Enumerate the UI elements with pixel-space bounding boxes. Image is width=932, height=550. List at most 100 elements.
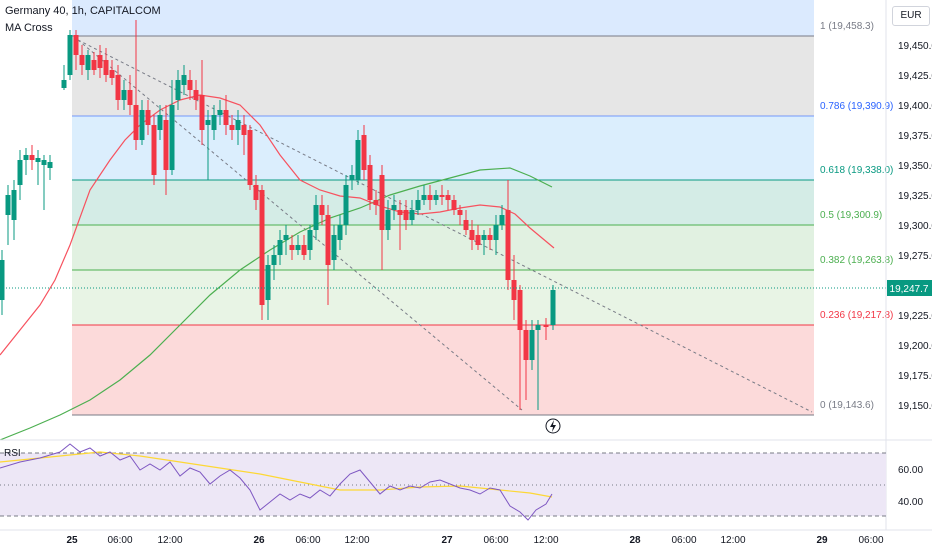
price-tick-label: 19,325.0 — [898, 191, 932, 202]
candle-down — [463, 210, 469, 235]
candle-down — [109, 60, 115, 85]
symbol-title[interactable]: Germany 40, 1h, CAPITALCOM — [5, 5, 161, 17]
candle-down — [163, 105, 169, 195]
price-tick-label: 19,400.0 — [898, 101, 932, 112]
candle-up — [47, 155, 53, 180]
lightning-icon[interactable] — [545, 418, 561, 434]
candle-down — [145, 100, 151, 135]
time-tick-label: 27 — [441, 535, 453, 546]
candle-down — [133, 20, 139, 150]
time-axis[interactable]: 25 06:00 12:00 26 06:00 12:00 27 06:00 12:00 28 06… — [66, 535, 884, 546]
time-tick-label: 12:00 — [720, 535, 745, 546]
candle-down — [475, 225, 481, 250]
candle-down — [259, 185, 265, 320]
candle-up — [235, 110, 241, 145]
ma-slow-line — [0, 167, 553, 441]
candle-up — [343, 175, 349, 235]
candle-down — [505, 180, 511, 290]
candle-up — [481, 230, 487, 255]
candle-up — [409, 200, 415, 225]
candle-up — [535, 320, 541, 410]
candle-down — [193, 80, 199, 110]
candle-down — [373, 190, 379, 215]
rsi-line — [0, 443, 553, 521]
candle-up — [499, 205, 505, 230]
trend-line-2[interactable] — [77, 39, 523, 411]
time-tick-label: 25 — [66, 535, 78, 546]
candle-down — [199, 60, 205, 145]
rsi-ma-line — [0, 451, 553, 498]
candle-down — [223, 95, 229, 135]
candle-down — [247, 125, 253, 190]
price-tick-label: 19,150.0 — [898, 401, 932, 412]
fib-level-label: 0.236 (19,217.8) — [820, 310, 893, 321]
last-price-text: 19,247.7 — [890, 284, 929, 295]
fib-zone-0382-0236 — [72, 270, 814, 325]
candle-up — [415, 190, 421, 215]
price-tick-label: 19,175.0 — [898, 371, 932, 382]
indicator-label[interactable]: MA Cross — [5, 22, 53, 34]
candle-up — [331, 225, 337, 270]
candle-down — [187, 70, 193, 100]
rsi-tick-label: 40.00 — [898, 497, 923, 508]
time-tick-label: 06:00 — [295, 535, 320, 546]
candle-up — [421, 185, 427, 205]
candle-up — [550, 285, 556, 330]
price-tick-label: 19,425.0 — [898, 71, 932, 82]
candle-up — [35, 150, 41, 185]
candle-up — [121, 80, 127, 110]
candle-down — [367, 155, 373, 210]
candle-down — [457, 205, 463, 225]
time-tick-label: 06:00 — [858, 535, 883, 546]
candle-up — [157, 105, 163, 140]
fib-zones — [72, 0, 814, 415]
last-price-tag: 19,247.7 — [887, 280, 932, 296]
trend-line[interactable] — [77, 39, 813, 413]
candle-up — [211, 105, 217, 140]
fib-level-label: 0 (19,143.6) — [820, 400, 874, 411]
candle-down — [379, 165, 385, 270]
price-tick-label: 19,450.0 — [898, 41, 932, 52]
candle-down — [397, 200, 403, 250]
candlestick-series — [0, 20, 556, 410]
rsi-label[interactable]: RSI — [4, 448, 21, 459]
price-tick-label: 19,350.0 — [898, 161, 932, 172]
candle-up — [85, 50, 91, 80]
candle-down — [451, 195, 457, 215]
candle-down — [29, 145, 35, 170]
candle-down — [543, 318, 549, 340]
rsi-band — [0, 453, 886, 516]
candle-up — [61, 65, 67, 90]
ma-fast-line — [0, 94, 555, 356]
candle-down — [469, 220, 475, 250]
candle-up — [349, 165, 355, 190]
candle-down — [319, 195, 325, 225]
fib-level-label: 0.382 (19,263.8) — [820, 255, 893, 266]
fib-level-label: 0.786 (19,390.9) — [820, 101, 893, 112]
candle-up — [217, 100, 223, 125]
candle-up — [493, 215, 499, 255]
candle-up — [181, 65, 187, 95]
fib-zone-0786-0618 — [72, 116, 814, 180]
candle-up — [307, 225, 313, 260]
fib-level-label: 1 (19,458.3) — [820, 21, 874, 32]
candle-up — [139, 100, 145, 145]
candle-down — [73, 30, 79, 70]
rsi-pane — [0, 443, 886, 521]
candle-down — [427, 185, 433, 210]
candle-up — [271, 245, 277, 280]
rsi-tick-label: 60.00 — [898, 465, 923, 476]
time-tick-label: 29 — [816, 535, 828, 546]
rsi-axis[interactable]: 60.00 40.00 — [898, 465, 923, 508]
candle-up — [5, 185, 11, 245]
candle-down — [523, 320, 529, 400]
price-tick-label: 19,300.0 — [898, 221, 932, 232]
candle-up — [205, 110, 211, 180]
time-tick-label: 26 — [253, 535, 265, 546]
candle-down — [229, 115, 235, 140]
currency-button[interactable]: EUR — [892, 6, 930, 26]
price-axis[interactable]: 19,450.0 19,425.0 19,400.0 19,375.0 19,350.0… — [898, 41, 932, 412]
time-tick-label: 06:00 — [107, 535, 132, 546]
time-tick-label: 12:00 — [157, 535, 182, 546]
